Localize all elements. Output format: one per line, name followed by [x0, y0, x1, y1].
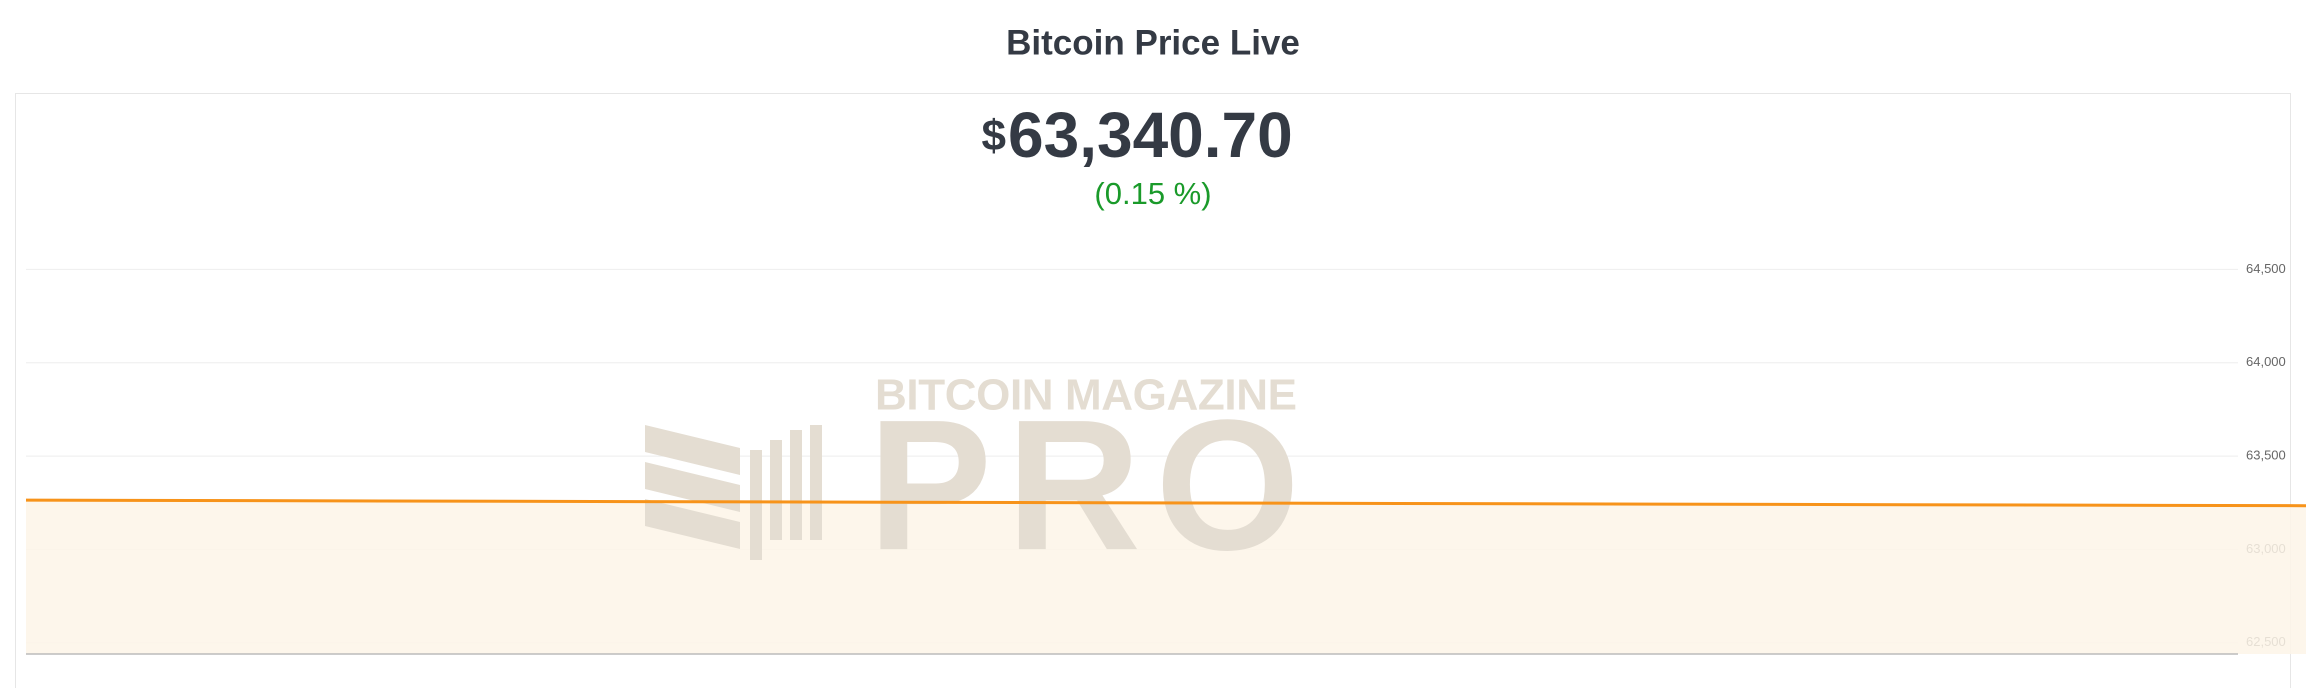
price-symbol: $	[982, 112, 1006, 161]
watermark-icon	[645, 462, 740, 512]
y-tick-label: 64,000	[2246, 354, 2286, 369]
watermark-icon	[790, 430, 802, 540]
price-change: (0.15 %)	[1094, 176, 1211, 211]
watermark-icon	[810, 425, 822, 540]
watermark-icon	[750, 450, 762, 560]
chart-title: Bitcoin Price Live	[1006, 23, 1300, 62]
watermark-text: BITCOIN MAGAZINE	[875, 371, 1297, 420]
watermark-text: PRO	[868, 382, 1300, 589]
area	[26, 500, 2306, 654]
price: 63,340.70	[1008, 99, 1293, 171]
watermark-icon	[645, 425, 740, 475]
watermark-icon	[645, 499, 740, 549]
watermark: BITCOIN MAGAZINE PRO	[645, 371, 1300, 589]
y-tick-label: 64,500	[2246, 261, 2286, 276]
watermark-icon	[770, 440, 782, 540]
y-tick-label: 63,500	[2246, 448, 2286, 463]
